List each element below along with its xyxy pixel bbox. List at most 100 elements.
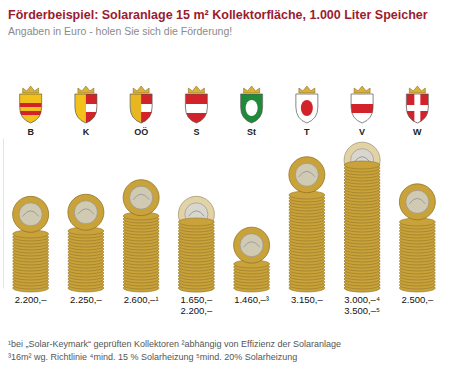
coin-detail — [299, 171, 315, 177]
data-label: 2.200,– — [181, 305, 213, 316]
x-tick-label: T — [304, 127, 310, 137]
shield-detail — [301, 100, 313, 116]
crown — [188, 86, 204, 93]
coin-stack — [68, 194, 104, 292]
shield-detail — [246, 100, 258, 116]
x-axis: B K OÖ S St T V W — [27, 127, 422, 138]
coin-face — [234, 227, 270, 263]
y-axis-line — [3, 139, 4, 289]
shield-outline — [241, 94, 263, 123]
crown — [78, 86, 94, 93]
data-label: 2.200,– — [15, 294, 47, 305]
crown — [409, 86, 425, 93]
coin-face — [68, 194, 104, 230]
coin-face — [399, 184, 435, 220]
x-tick: W — [413, 127, 422, 138]
shield-field — [295, 94, 319, 124]
coat-of-arms — [19, 86, 43, 124]
coin-detail — [133, 194, 149, 200]
shield-field — [405, 94, 429, 124]
coin-stack — [123, 180, 159, 292]
coin-center — [295, 163, 318, 186]
shield-detail — [350, 104, 374, 113]
data-label: 2.250,– — [70, 294, 102, 305]
shield-field — [184, 94, 208, 124]
shield-detail — [414, 94, 420, 124]
coin-edge — [344, 161, 380, 169]
coin-center — [130, 186, 153, 209]
shield-outline — [20, 94, 42, 123]
shield-detail — [184, 104, 208, 113]
crown — [299, 86, 315, 93]
shield-field — [19, 94, 43, 124]
shield-detail — [86, 104, 98, 112]
x-tick-label: St — [247, 127, 256, 137]
crown — [133, 86, 149, 93]
shield-outline — [296, 94, 318, 123]
x-tick: T — [304, 127, 310, 138]
shield-field — [129, 94, 153, 124]
coin-stack — [13, 196, 49, 292]
coin-face — [13, 196, 49, 232]
coin-stack — [178, 218, 214, 292]
title: Förderbeispiel: Solaranlage 15 m² Kollek… — [8, 8, 428, 22]
data-label: 2.500,– — [401, 294, 433, 305]
x-tick-label: OÖ — [134, 127, 148, 137]
crown — [23, 86, 39, 93]
coat-of-arms — [240, 86, 264, 124]
coin-detail — [23, 211, 39, 217]
coin-face — [123, 180, 159, 216]
shield-outline — [185, 94, 207, 123]
coin-stack-upper — [178, 196, 214, 292]
data-label: 1.460,–³ — [234, 294, 269, 305]
coin-face — [289, 157, 325, 193]
shield-detail — [19, 111, 43, 115]
coin-face — [178, 196, 214, 232]
coat-of-arms — [295, 86, 319, 124]
x-tick-label: V — [359, 127, 365, 137]
shield-field — [74, 94, 98, 124]
coin-stack — [399, 184, 435, 292]
x-tick-label: S — [193, 127, 199, 137]
marks — [13, 142, 436, 292]
coin-stack — [344, 161, 380, 292]
coat-of-arms — [405, 86, 429, 124]
coin-detail — [188, 211, 204, 217]
x-tick: St — [247, 127, 256, 138]
coin-center — [406, 190, 429, 213]
shield-outline — [130, 94, 152, 123]
coat-of-arms — [184, 86, 208, 124]
footnote: ³16m² wg. Richtlinie ⁴mind. 15 % Solarhe… — [8, 352, 297, 362]
x-tick: K — [83, 127, 90, 138]
data-label: 1.650,– — [181, 294, 213, 305]
coin-detail — [244, 242, 260, 248]
coat-of-arms — [129, 86, 153, 124]
shield-outline — [351, 94, 373, 123]
data-label: 3.000,–⁴ — [344, 294, 380, 305]
shield-outline — [406, 94, 428, 123]
shield-detail — [141, 104, 153, 112]
coat-of-arms — [74, 86, 98, 124]
x-tick-label: W — [413, 127, 422, 137]
coin-stack — [289, 157, 325, 292]
coin-stack — [234, 227, 270, 292]
coat-of-arms — [350, 86, 374, 124]
crown — [354, 86, 370, 93]
subtitle: Angaben in Euro - holen Sie sich die För… — [8, 25, 232, 37]
x-tick: V — [359, 127, 365, 138]
data-label: 3.150,– — [291, 294, 323, 305]
coin-center — [74, 201, 97, 224]
footnote: ¹bei „Solar-Keymark“ geprüften Kollektor… — [8, 339, 341, 349]
data-label: 3.500,–⁵ — [344, 305, 380, 316]
x-tick: OÖ — [134, 127, 148, 138]
chart: Förderbeispiel: Solaranlage 15 m² Kollek… — [0, 0, 449, 381]
shield-field — [350, 94, 374, 124]
crown — [244, 86, 260, 93]
data-labels: 2.200,–2.250,–2.600,–¹1.650,–2.200,–1.46… — [15, 294, 434, 316]
coin-center — [240, 234, 263, 257]
footnotes: ¹bei „Solar-Keymark“ geprüften Kollektor… — [8, 339, 341, 362]
coin-edge — [178, 218, 214, 226]
coin-stack-upper — [344, 142, 380, 292]
x-tick: S — [193, 127, 199, 138]
x-tick-label: B — [27, 127, 34, 137]
